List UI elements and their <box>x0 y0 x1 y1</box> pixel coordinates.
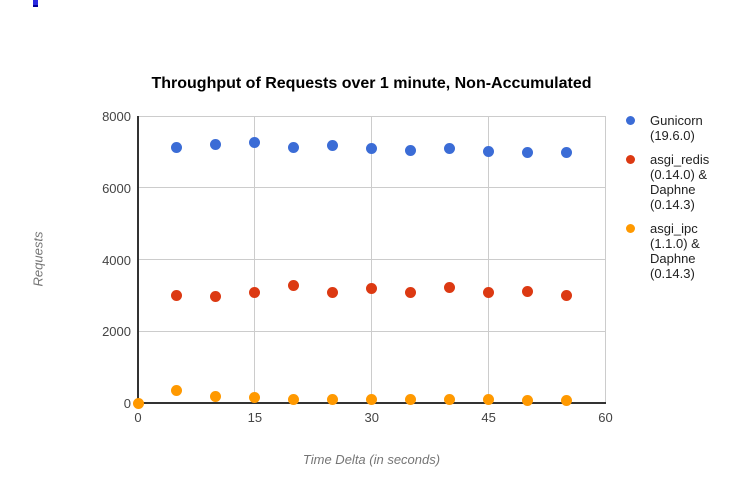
data-point[interactable] <box>444 394 456 406</box>
chart-title: Throughput of Requests over 1 minute, No… <box>151 75 592 92</box>
y-axis-title: Requests <box>30 231 46 287</box>
x-axis-title: Time Delta (in seconds) <box>302 452 441 467</box>
x-tick-label: 60 <box>598 410 613 425</box>
y-tick-label: 0 <box>123 396 131 411</box>
v-gridline <box>254 116 256 403</box>
legend-entry-gunicorn: Gunicorn (19.6.0) <box>626 113 732 143</box>
stray-cursor-artifact <box>33 0 38 7</box>
v-gridline <box>605 116 606 403</box>
data-point[interactable] <box>405 394 417 406</box>
legend-dot-orange-icon <box>626 224 635 233</box>
v-gridline <box>371 116 373 403</box>
legend-label: asgi_redis (0.14.0) & Daphne (0.14.3) <box>650 152 710 212</box>
data-point[interactable] <box>327 286 339 298</box>
v-gridline <box>488 116 490 403</box>
data-point[interactable] <box>132 397 144 409</box>
data-point[interactable] <box>483 146 495 158</box>
legend-label: asgi_ipc (1.1.0) & Daphne (0.14.3) <box>650 221 700 281</box>
legend-dot-blue-icon <box>626 116 635 125</box>
y-axis-line <box>137 116 139 404</box>
legend-entry-asgi-redis: asgi_redis (0.14.0) & Daphne (0.14.3) <box>626 152 732 212</box>
y-tick-label: 4000 <box>102 252 131 268</box>
data-point[interactable] <box>405 144 417 156</box>
data-point[interactable] <box>171 289 183 301</box>
data-point[interactable] <box>249 286 261 298</box>
data-point[interactable] <box>171 142 183 154</box>
data-point[interactable] <box>561 146 573 158</box>
data-point[interactable] <box>288 141 300 153</box>
data-point[interactable] <box>561 290 573 302</box>
x-tick-label: 15 <box>247 410 263 425</box>
x-tick-label: 30 <box>364 410 379 425</box>
data-point[interactable] <box>522 286 534 298</box>
data-point[interactable] <box>249 392 261 404</box>
data-point[interactable] <box>288 280 300 291</box>
y-tick-label: 6000 <box>102 180 131 196</box>
legend-entry-asgi-ipc: asgi_ipc (1.1.0) & Daphne (0.14.3) <box>626 221 732 281</box>
data-point[interactable] <box>327 140 339 152</box>
data-point[interactable] <box>249 137 261 149</box>
data-point[interactable] <box>327 394 339 406</box>
data-point[interactable] <box>210 138 222 150</box>
data-point[interactable] <box>522 394 534 406</box>
data-point[interactable] <box>171 384 183 396</box>
x-tick-label: 45 <box>481 410 496 425</box>
data-point[interactable] <box>405 286 417 298</box>
data-point[interactable] <box>366 282 378 294</box>
data-point[interactable] <box>444 142 456 154</box>
data-point[interactable] <box>288 394 300 406</box>
data-point[interactable] <box>210 290 222 302</box>
data-point[interactable] <box>483 394 495 406</box>
data-point[interactable] <box>366 394 378 406</box>
legend: Gunicorn (19.6.0) asgi_redis (0.14.0) & … <box>626 113 732 281</box>
legend-label: Gunicorn (19.6.0) <box>650 113 703 143</box>
data-point[interactable] <box>210 391 222 403</box>
x-tick-label: 0 <box>134 410 142 425</box>
data-point[interactable] <box>483 287 495 298</box>
data-point[interactable] <box>366 142 378 154</box>
legend-dot-red-icon <box>626 155 635 164</box>
y-tick-label: 2000 <box>102 324 131 340</box>
data-point[interactable] <box>561 395 573 407</box>
data-point[interactable] <box>444 282 456 294</box>
data-point[interactable] <box>522 147 534 159</box>
y-tick-label: 8000 <box>102 109 131 124</box>
